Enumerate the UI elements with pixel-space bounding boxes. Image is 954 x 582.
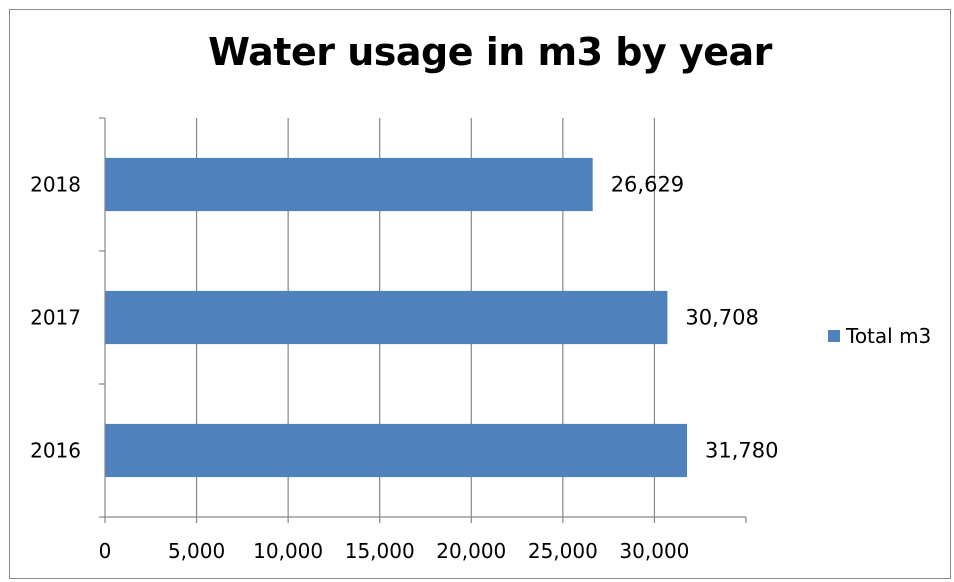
legend-swatch (828, 330, 840, 342)
bar (105, 290, 668, 345)
x-tick-label: 30,000 (619, 539, 689, 563)
x-tick-label: 15,000 (345, 539, 415, 563)
bar (105, 423, 688, 478)
x-tick-label: 25,000 (528, 539, 598, 563)
legend: Total m3 (828, 324, 931, 348)
data-label: 30,708 (685, 306, 758, 330)
labels-layer: 0 5,000 10,000 15,000 20,000 25,000 30,000 31,7… (30, 173, 778, 564)
data-label: 26,629 (611, 173, 684, 197)
legend-label: Total m3 (845, 324, 931, 348)
y-tick-label: 2018 (30, 173, 81, 197)
x-tick-label: 0 (99, 539, 112, 563)
x-tick-label: 20,000 (436, 539, 506, 563)
chart-title: Water usage in m3 by year (208, 30, 772, 74)
x-tick-label: 10,000 (253, 539, 323, 563)
x-tick-label: 5,000 (168, 539, 225, 563)
y-tick-label: 2016 (30, 439, 81, 463)
bars-layer (105, 157, 688, 478)
bar (105, 157, 593, 212)
axis-layer (99, 117, 747, 523)
data-label: 31,780 (705, 439, 778, 463)
y-tick-label: 2017 (30, 306, 81, 330)
